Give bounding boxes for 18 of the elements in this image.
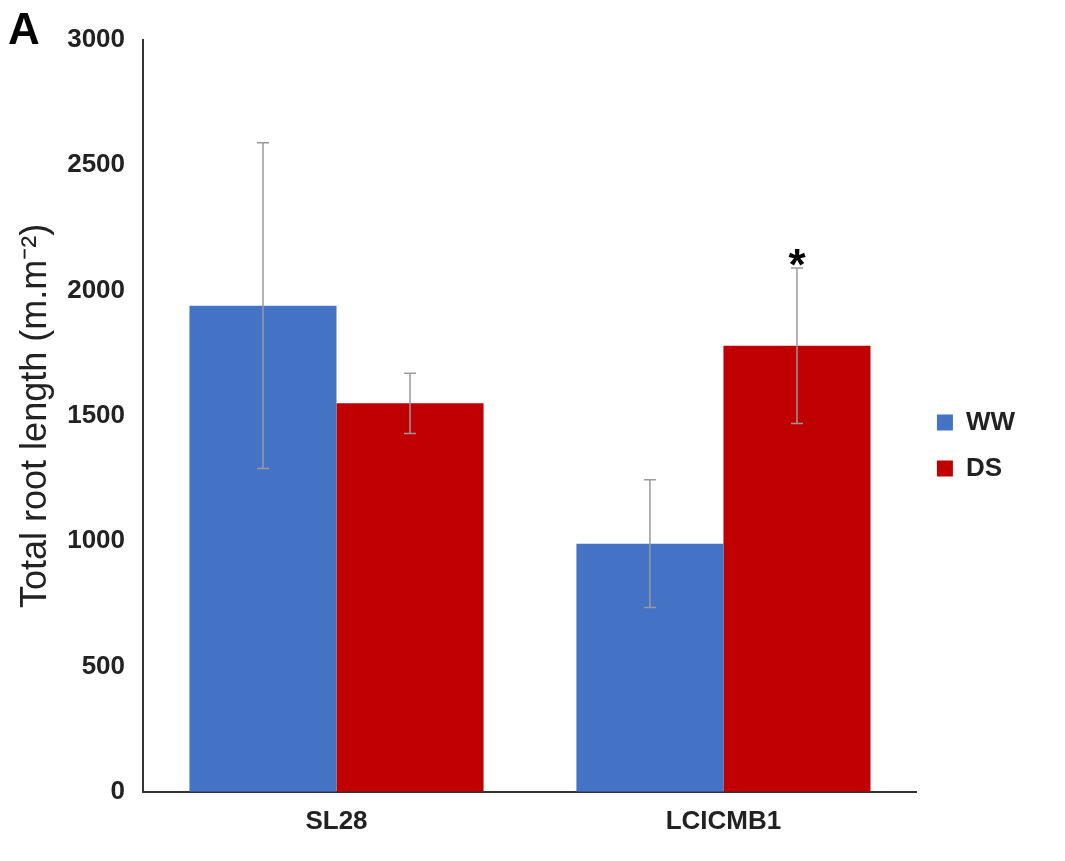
y-tick-label: 0 <box>110 774 126 805</box>
y-tick-label: 1500 <box>67 399 126 430</box>
y-axis-title: Total root length (m.m⁻²) <box>12 223 54 608</box>
annotation: * <box>788 240 807 290</box>
bar <box>189 305 337 792</box>
bar <box>336 403 484 792</box>
x-tick-label: SL28 <box>305 804 368 835</box>
y-tick-label: 1000 <box>67 524 126 555</box>
y-tick-label: 500 <box>81 649 126 680</box>
bar <box>576 543 724 792</box>
chart-title: A <box>8 4 40 54</box>
legend-label: DS <box>965 451 1003 482</box>
y-tick-label: 2500 <box>67 148 126 179</box>
legend-label: WW <box>965 405 1016 436</box>
y-tick-label: 2000 <box>67 273 126 304</box>
bar <box>723 345 871 792</box>
x-tick-label: LCICMB1 <box>665 804 782 835</box>
y-tick-label: 3000 <box>67 23 126 54</box>
